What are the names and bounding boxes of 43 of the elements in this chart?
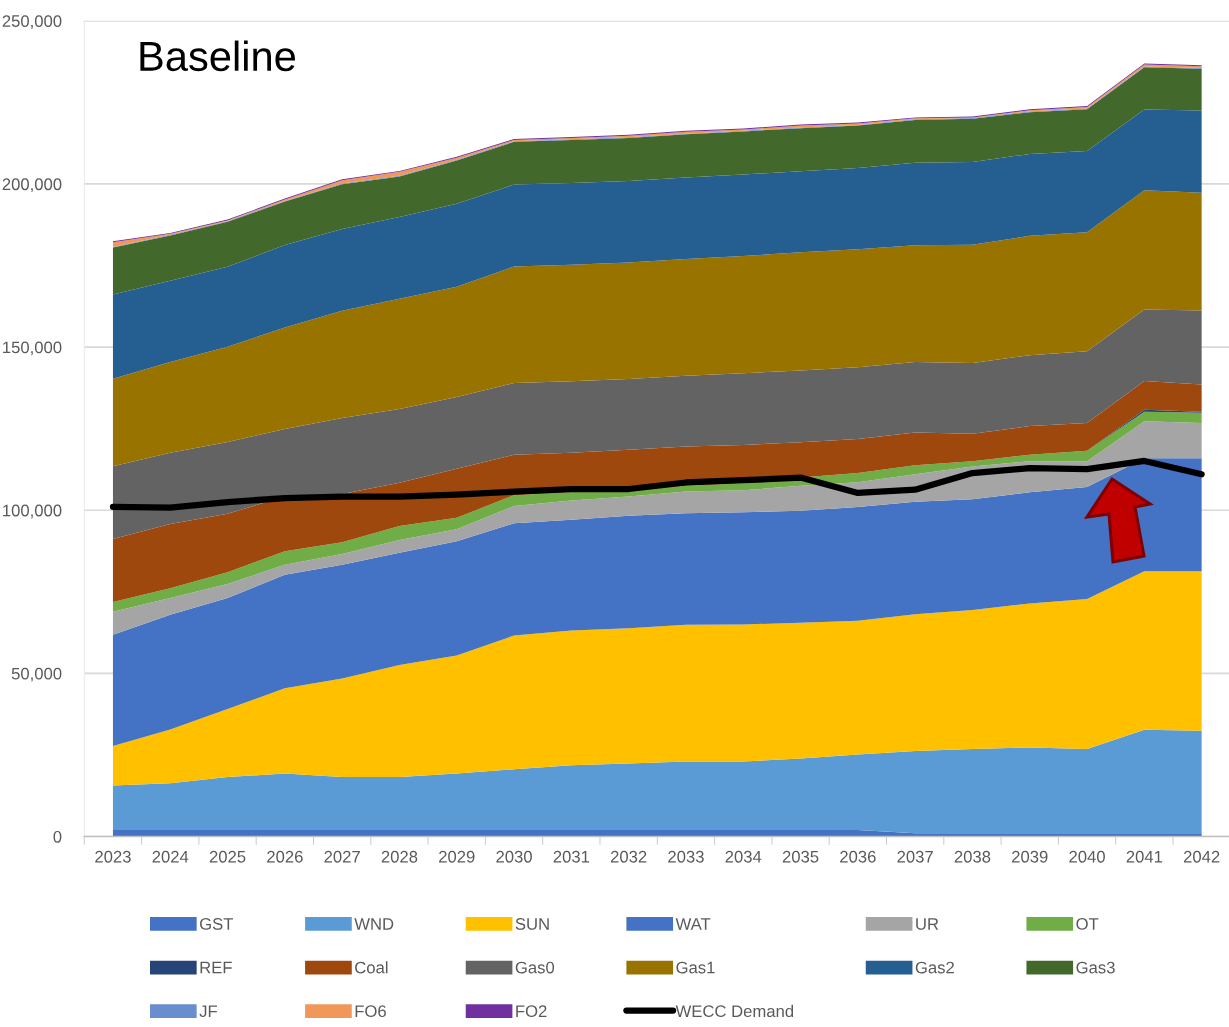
x-tick-label: 2025 <box>209 850 246 863</box>
x-tick-label: 2042 <box>1183 850 1220 863</box>
chart-title: Baseline <box>140 40 295 72</box>
legend-label: FO6 <box>355 1005 386 1018</box>
y-tick-label: 250,000 <box>2 15 62 29</box>
legend-label: WAT <box>675 918 711 930</box>
x-tick-label: 2023 <box>95 850 131 863</box>
legend-label: Gas1 <box>676 961 715 974</box>
legend-label: SUN <box>515 918 549 930</box>
x-tick-label: 2030 <box>496 850 532 863</box>
x-tick-label: 2041 <box>1126 850 1163 863</box>
y-tick-label: 100,000 <box>3 504 62 519</box>
x-tick-label: 2036 <box>840 850 876 863</box>
y-tick-label: 200,000 <box>2 178 62 193</box>
legend-label: JF <box>199 1005 218 1018</box>
x-tick-label: 2026 <box>267 850 303 863</box>
legend-label: FO2 <box>516 1005 547 1018</box>
legend-label: Gas0 <box>515 961 555 974</box>
legend-label: WND <box>354 918 394 930</box>
legend-label: Gas2 <box>915 961 954 974</box>
x-tick-label: 2029 <box>439 850 475 863</box>
legend-label: UR <box>916 918 939 930</box>
legend-label: Gas3 <box>1076 961 1115 974</box>
x-tick-label: 2038 <box>954 850 991 863</box>
x-tick-label: 2031 <box>553 850 590 863</box>
x-tick-label: 2024 <box>152 850 189 863</box>
y-tick-label: 0 <box>53 830 62 843</box>
y-tick-label: 50,000 <box>11 667 62 682</box>
x-tick-label: 2032 <box>610 850 647 863</box>
legend-label: Coal <box>355 961 388 974</box>
x-tick-label: 2028 <box>381 850 418 863</box>
legend-label: REF <box>200 961 232 974</box>
y-tick-label: 150,000 <box>3 341 62 356</box>
x-tick-label: 2037 <box>897 850 933 863</box>
x-tick-label: 2040 <box>1069 850 1105 863</box>
x-tick-label: 2035 <box>782 850 819 863</box>
x-tick-label: 2033 <box>668 850 704 863</box>
legend-label: GST <box>200 918 234 930</box>
legend-label: OT <box>1076 918 1099 930</box>
legend-label: WECC Demand <box>675 1004 794 1018</box>
x-tick-label: 2034 <box>725 850 762 863</box>
x-tick-label: 2027 <box>324 850 360 863</box>
x-tick-label: 2039 <box>1012 850 1048 863</box>
